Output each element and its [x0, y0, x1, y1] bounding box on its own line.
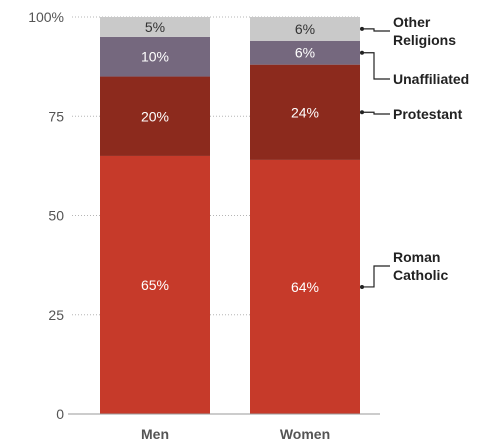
x-category-label: Women	[280, 426, 330, 442]
legend-label: Other	[393, 14, 431, 30]
y-tick-label: 50	[48, 208, 64, 224]
bar-segment	[250, 64, 360, 160]
bar-segment	[250, 159, 360, 414]
data-label: 10%	[141, 49, 169, 65]
bar-segment	[100, 17, 210, 37]
legend-label: Unaffiliated	[393, 71, 469, 87]
legend-label: Religions	[393, 32, 456, 48]
legend-label: Catholic	[393, 267, 448, 283]
bar-segment	[250, 17, 360, 41]
legend-label: Roman	[393, 249, 440, 265]
y-tick-label: 25	[48, 307, 64, 323]
data-label: 5%	[145, 19, 165, 35]
legend-leader-line	[362, 111, 390, 115]
data-label: 65%	[141, 277, 169, 293]
x-category-label: Men	[141, 426, 169, 442]
data-label: 6%	[295, 21, 315, 37]
y-axis-ticks: 0 25 50 75 100%	[28, 9, 64, 422]
data-label: 20%	[141, 108, 169, 124]
bar-segment	[100, 76, 210, 156]
legend-label: Protestant	[393, 106, 463, 122]
bar-segment	[250, 40, 360, 65]
data-label: 64%	[291, 279, 319, 295]
legend-leader-line	[362, 28, 390, 32]
y-tick-label: 75	[48, 108, 64, 124]
y-tick-label: 0	[56, 406, 64, 422]
data-label: 24%	[291, 104, 319, 120]
legend-leader-line	[362, 265, 390, 288]
data-label: 6%	[295, 45, 315, 61]
bar-segment	[100, 36, 210, 77]
bar-segment	[100, 155, 210, 414]
bars: 65% 20% 10% 5% 64% 24% 6% 6%	[100, 17, 360, 414]
legend-leader-line	[362, 52, 390, 80]
category-labels: Men Women	[141, 426, 330, 442]
y-tick-label: 100%	[28, 9, 64, 25]
legend: Other Religions Unaffiliated Protestant Roma…	[360, 14, 469, 289]
